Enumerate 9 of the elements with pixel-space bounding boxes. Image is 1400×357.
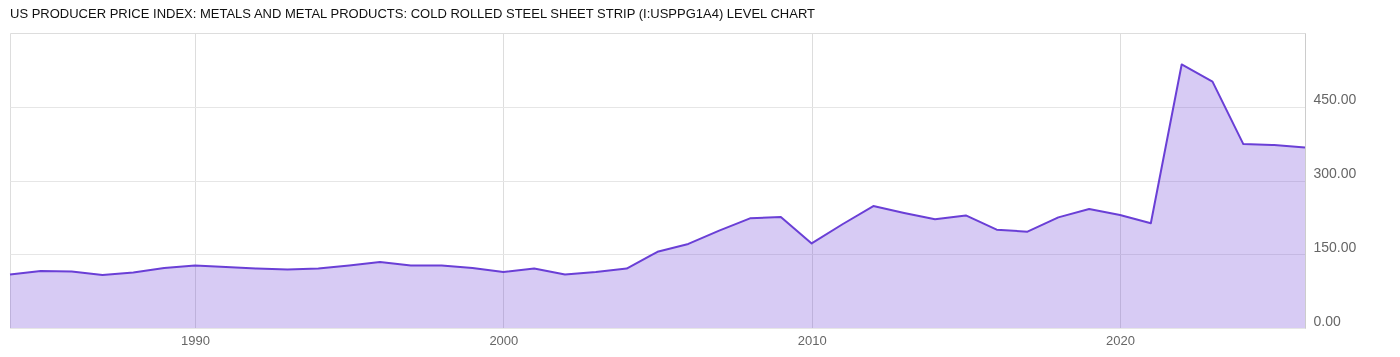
x-tick-label: 2020 — [1106, 332, 1135, 348]
y-tick-label: 150.00 — [1313, 238, 1357, 255]
x-tick-label: 2010 — [797, 332, 827, 348]
y-tick-label: 0.00 — [1313, 312, 1341, 329]
y-tick-label: 450.00 — [1313, 91, 1357, 108]
x-tick-label: 1990 — [181, 332, 210, 348]
x-tick-label: 2000 — [489, 332, 519, 348]
y-tick-label: 300.00 — [1313, 165, 1357, 181]
chart-title: US PRODUCER PRICE INDEX: METALS AND METAL PRODUCTS: COLD ROLLED STEEL SHEET STRIP (I:USPPG1A4) LEVEL CHART — [10, 6, 816, 21]
